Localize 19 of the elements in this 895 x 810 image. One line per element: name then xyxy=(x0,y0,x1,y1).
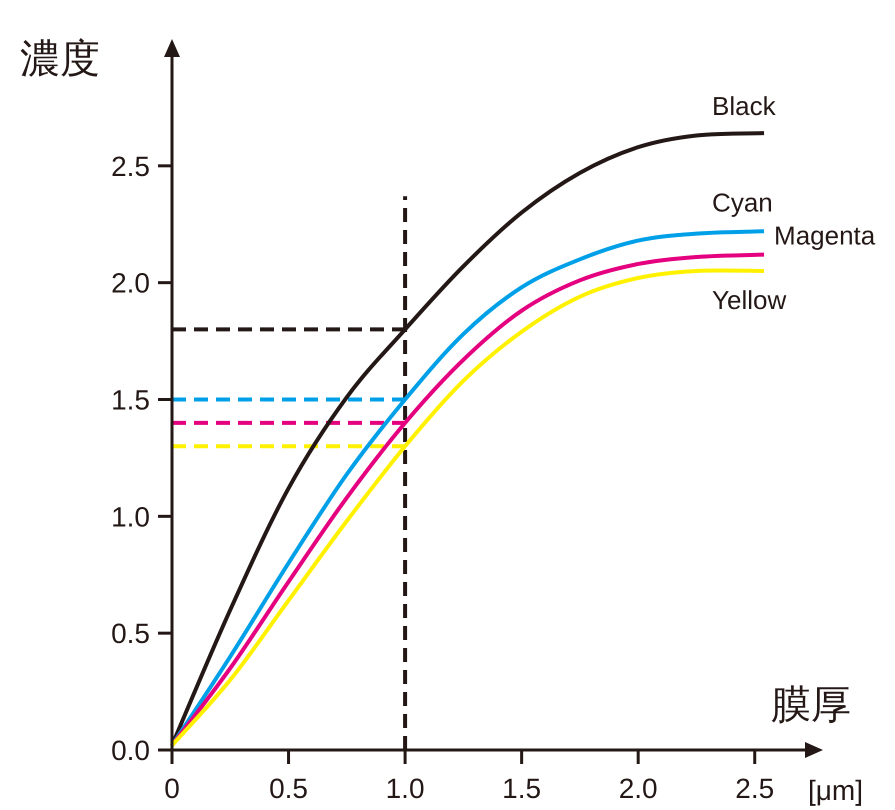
series-label: Yellow xyxy=(712,284,786,315)
y-tick-label: 0.0 xyxy=(111,735,150,766)
x-axis-title: 膜厚 xyxy=(771,683,851,727)
x-tick-label: 0.5 xyxy=(269,773,308,804)
x-tick-label: 1.0 xyxy=(386,773,425,804)
text: [μm] xyxy=(808,775,863,806)
y-axis-title: 濃度 xyxy=(20,37,100,81)
y-tick-label: 2.0 xyxy=(111,268,150,299)
series-label: Cyan xyxy=(712,187,773,218)
x-tick-label: 1.5 xyxy=(502,773,542,804)
y-tick-label: 0.5 xyxy=(111,618,150,650)
y-tick-label: 1.0 xyxy=(111,501,150,532)
series-label: Black xyxy=(712,91,777,122)
x-tick-label: 2.0 xyxy=(618,773,658,804)
series-label: Magenta xyxy=(774,220,876,251)
x-tick-label: 2.5 xyxy=(735,773,774,804)
x-tick-label: 0 xyxy=(164,773,180,804)
y-tick-label: 2.5 xyxy=(111,150,150,182)
y-tick-label: 1.5 xyxy=(111,384,150,416)
